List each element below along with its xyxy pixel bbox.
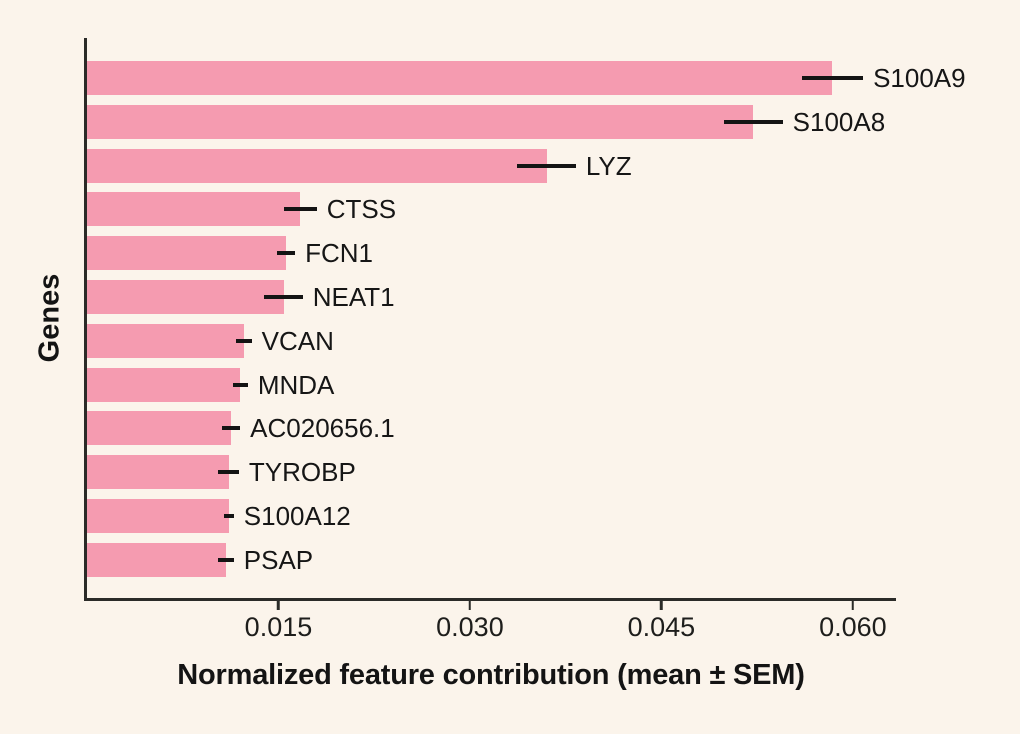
- bar: [87, 61, 833, 95]
- bar: [87, 323, 244, 358]
- bar: [87, 367, 241, 402]
- bar-row: CTSS: [87, 192, 895, 227]
- x-tick-label: 0.030: [436, 612, 504, 642]
- error-bar: [277, 251, 296, 256]
- x-tick-mark: [277, 601, 280, 610]
- x-axis-label: Normalized feature contribution (mean ± …: [177, 659, 805, 691]
- x-tick-label: 0.015: [244, 612, 313, 642]
- bar: [87, 455, 229, 490]
- error-bar: [223, 514, 234, 518]
- error-bar: [264, 295, 303, 299]
- error-bar: [723, 119, 783, 124]
- bar: [87, 236, 287, 271]
- x-axis-spine: [84, 598, 896, 601]
- bar-row: LYZ: [87, 148, 895, 183]
- error-bar: [283, 207, 317, 212]
- error-bar: [218, 470, 239, 475]
- x-tick-mark: [851, 601, 855, 610]
- bar-row: VCAN: [87, 323, 895, 358]
- bar: [87, 104, 754, 139]
- bar-row: S100A8: [87, 104, 895, 139]
- y-axis-spine: [84, 38, 87, 601]
- error-bar: [222, 426, 241, 431]
- bar-row: S100A9: [87, 61, 966, 95]
- bar-row: PSAP: [87, 542, 895, 577]
- bar-label: NEAT1: [312, 282, 395, 312]
- bar-label: TYROBP: [248, 457, 356, 488]
- bar: [87, 192, 301, 227]
- x-tick-label: 0.060: [819, 612, 887, 642]
- bar: [87, 148, 547, 183]
- bar: [87, 280, 284, 314]
- bar-label: MNDA: [257, 369, 335, 400]
- bar-label: LYZ: [585, 150, 632, 181]
- bar-row: S100A12: [87, 499, 895, 533]
- plot-area: S100A9 S100A8 LYZ CTSS FCN1 NEAT1 VCAN MNDA AC02…: [87, 38, 966, 598]
- x-tick-label: 0.045: [627, 612, 696, 642]
- bar-row: TYROBP: [87, 455, 895, 490]
- x-tick-mark: [468, 601, 472, 610]
- x-tick-mark: [660, 601, 663, 610]
- bar: [87, 499, 229, 533]
- bar-label: S100A9: [873, 63, 966, 93]
- bar-label: CTSS: [326, 194, 397, 225]
- error-bar: [218, 557, 234, 562]
- bar-label: FCN1: [305, 238, 373, 269]
- bar-label: S100A12: [243, 501, 351, 531]
- bar: [87, 542, 227, 577]
- bar-row: MNDA: [87, 367, 895, 402]
- bar-label: AC020656.1: [250, 413, 395, 444]
- bar-row: AC020656.1: [87, 411, 895, 446]
- y-axis-label: Genes: [33, 273, 66, 363]
- bar-row: NEAT1: [87, 280, 895, 314]
- error-bar: [236, 338, 252, 343]
- bar-row: FCN1: [87, 236, 895, 271]
- bar-label: PSAP: [243, 544, 314, 575]
- error-bar: [232, 382, 248, 387]
- bar-label: S100A8: [792, 106, 886, 137]
- bar-label: VCAN: [261, 325, 334, 356]
- bar: [87, 411, 232, 446]
- error-bar: [801, 76, 864, 80]
- error-bar: [517, 163, 576, 168]
